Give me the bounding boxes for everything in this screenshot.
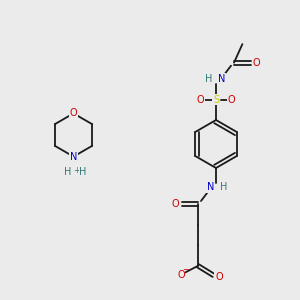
Text: H: H [220,182,227,193]
Text: H: H [64,167,71,177]
Text: O: O [196,94,204,105]
Text: O: O [228,94,236,105]
Text: O: O [70,108,77,118]
Text: N: N [218,74,225,84]
Text: O: O [177,270,185,280]
Text: S: S [213,94,219,105]
Text: +: + [73,166,80,175]
Text: O: O [215,272,223,282]
Text: H: H [205,74,212,84]
Text: N: N [70,152,77,162]
Text: N: N [207,182,214,193]
Text: −: − [182,266,190,274]
Text: H: H [80,167,87,177]
Text: O: O [172,199,179,209]
Text: O: O [253,58,260,68]
